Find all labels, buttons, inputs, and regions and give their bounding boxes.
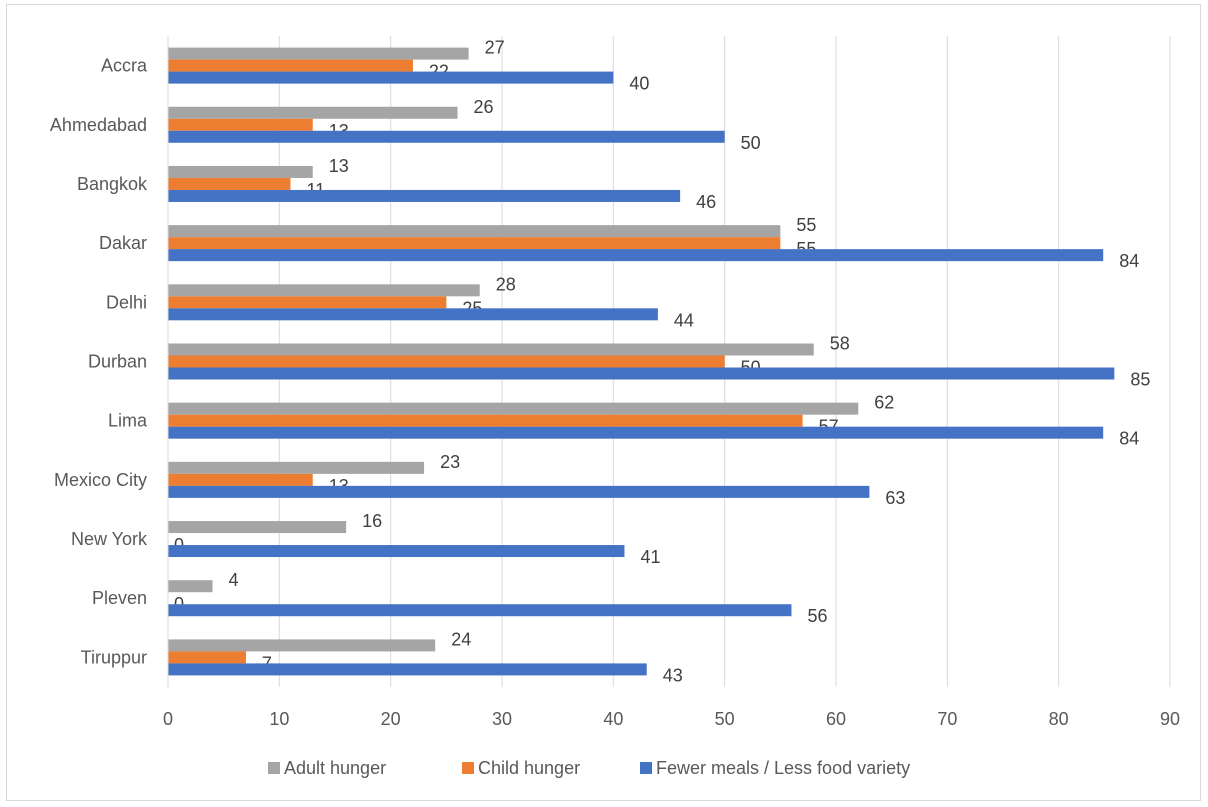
data-label: 41 (640, 547, 660, 567)
x-tick-label-70: 70 (937, 709, 957, 729)
x-tick-label-50: 50 (715, 709, 735, 729)
category-label-dakar: Dakar (99, 233, 147, 253)
bar-fewer-meals-less-food-variety-durban (168, 367, 1115, 380)
data-label: 63 (885, 488, 905, 508)
category-label-pleven: Pleven (92, 588, 147, 608)
data-label: 13 (329, 156, 349, 176)
bar-fewer-meals-less-food-variety-accra (168, 71, 614, 84)
bar-adult-hunger-lima (168, 402, 859, 415)
data-label: 28 (496, 274, 516, 294)
bar-fewer-meals-less-food-variety-bangkok (168, 189, 681, 202)
data-label: 46 (696, 192, 716, 212)
data-label: 62 (874, 393, 894, 413)
bar-child-hunger-lima (168, 414, 803, 427)
data-label: 44 (674, 310, 694, 330)
category-label-ahmedabad: Ahmedabad (50, 115, 147, 135)
data-label: 26 (473, 97, 493, 117)
bar-child-hunger-accra (168, 59, 413, 72)
bar-adult-hunger-tiruppur (168, 639, 436, 652)
bar-fewer-meals-less-food-variety-dakar (168, 249, 1104, 262)
x-tick-label-40: 40 (603, 709, 623, 729)
data-label: 55 (796, 215, 816, 235)
bar-adult-hunger-ahmedabad (168, 106, 458, 119)
x-tick-label-0: 0 (163, 709, 173, 729)
bar-adult-hunger-new-york (168, 521, 347, 534)
legend-label-fewer-meals-less-food-variety: Fewer meals / Less food variety (656, 758, 910, 778)
bar-fewer-meals-less-food-variety-ahmedabad (168, 130, 725, 143)
bar-child-hunger-delhi (168, 296, 447, 309)
category-label-new-york: New York (71, 529, 148, 549)
bar-adult-hunger-delhi (168, 284, 480, 297)
x-tick-label-10: 10 (269, 709, 289, 729)
category-label-durban: Durban (88, 352, 147, 372)
bar-child-hunger-durban (168, 355, 725, 368)
data-label: 84 (1119, 251, 1139, 271)
bar-adult-hunger-mexico-city (168, 461, 425, 474)
data-label: 43 (663, 665, 683, 685)
data-label: 24 (451, 629, 471, 649)
legend-swatch-child-hunger (462, 762, 474, 774)
category-label-bangkok: Bangkok (77, 174, 148, 194)
bar-fewer-meals-less-food-variety-delhi (168, 308, 658, 321)
x-tick-label-60: 60 (826, 709, 846, 729)
bar-fewer-meals-less-food-variety-new-york (168, 545, 625, 558)
data-label: 56 (807, 606, 827, 626)
bar-adult-hunger-durban (168, 343, 814, 356)
data-label: 84 (1119, 429, 1139, 449)
data-label: 4 (229, 570, 239, 590)
x-tick-label-30: 30 (492, 709, 512, 729)
bar-fewer-meals-less-food-variety-lima (168, 426, 1104, 439)
bar-adult-hunger-pleven (168, 580, 213, 593)
legend-swatch-adult-hunger (268, 762, 280, 774)
category-label-delhi: Delhi (106, 292, 147, 312)
category-label-mexico-city: Mexico City (54, 470, 147, 490)
data-label: 58 (830, 334, 850, 354)
x-tick-label-80: 80 (1049, 709, 1069, 729)
x-tick-label-20: 20 (381, 709, 401, 729)
bar-fewer-meals-less-food-variety-tiruppur (168, 663, 647, 676)
data-label: 85 (1130, 370, 1150, 390)
data-label: 40 (629, 74, 649, 94)
bar-child-hunger-tiruppur (168, 651, 246, 664)
bar-child-hunger-ahmedabad (168, 118, 313, 131)
bar-fewer-meals-less-food-variety-pleven (168, 604, 792, 617)
category-label-accra: Accra (101, 56, 148, 76)
legend-label-child-hunger: Child hunger (478, 758, 580, 778)
bar-adult-hunger-accra (168, 47, 469, 60)
data-label: 23 (440, 452, 460, 472)
legend-label-adult-hunger: Adult hunger (284, 758, 386, 778)
data-label: 50 (741, 133, 761, 153)
bar-child-hunger-mexico-city (168, 473, 313, 486)
bar-child-hunger-bangkok (168, 177, 291, 190)
bar-child-hunger-dakar (168, 237, 781, 250)
category-label-tiruppur: Tiruppur (81, 647, 147, 667)
data-label: 27 (485, 38, 505, 58)
legend-swatch-fewer-meals-less-food-variety (640, 762, 652, 774)
x-tick-label-90: 90 (1160, 709, 1180, 729)
data-label: 16 (362, 511, 382, 531)
category-label-lima: Lima (108, 411, 148, 431)
bar-adult-hunger-bangkok (168, 165, 313, 178)
bar-adult-hunger-dakar (168, 225, 781, 238)
bar-fewer-meals-less-food-variety-mexico-city (168, 485, 870, 498)
